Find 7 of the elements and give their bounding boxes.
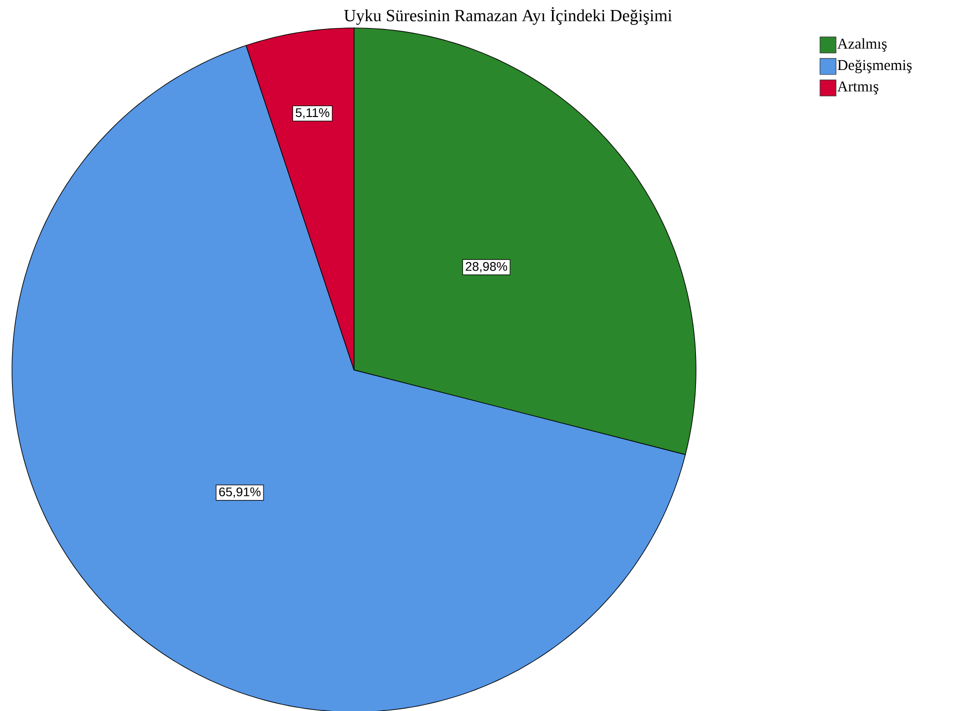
- data-label: 65,91%: [219, 487, 261, 498]
- legend-label: Artmış: [837, 81, 878, 95]
- data-label: 28,98%: [466, 262, 508, 272]
- chart-title: Uyku Süresinin Ramazan Ayı İçindeki Değişimi: [344, 7, 672, 25]
- data-label: 5,11%: [296, 108, 330, 119]
- legend-label: Azalmış: [837, 38, 887, 52]
- legend-label: Değişmemiş: [838, 60, 912, 74]
